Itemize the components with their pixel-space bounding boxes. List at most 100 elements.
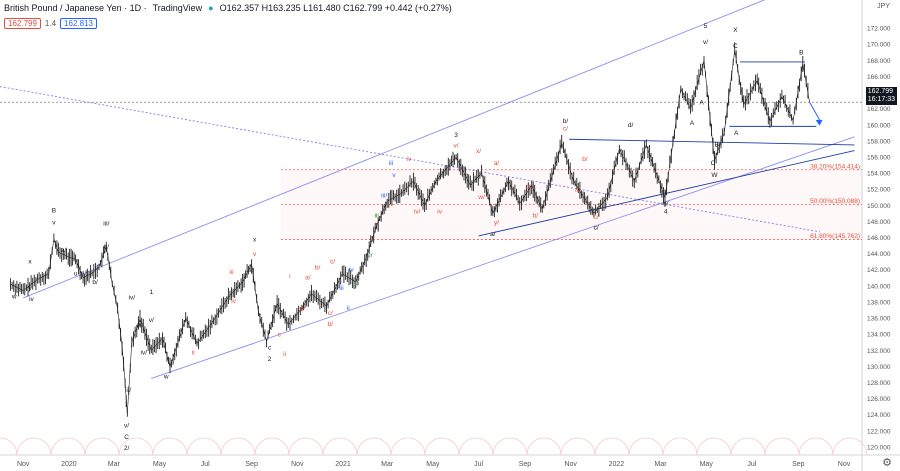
wave-label: c: [278, 332, 282, 339]
cycle-arc: [628, 437, 664, 456]
wave-label: a/: [494, 160, 500, 167]
wave-label: iii/: [125, 387, 131, 394]
wave-label: iii: [355, 280, 359, 287]
wave-label: iv: [29, 296, 34, 303]
fib-level-label: 61.80%(145.762): [810, 233, 860, 240]
wave-label: iv/: [366, 253, 373, 260]
wave-label: e/: [663, 200, 669, 207]
wave-label: iv/: [129, 295, 136, 302]
trend-line: [0, 86, 821, 233]
x-tick-label: Nov: [564, 461, 577, 468]
wave-label: C: [124, 434, 129, 441]
wave-label: u: [74, 270, 78, 277]
chart-header: British Pound / Japanese Yen · 1D · Trad…: [4, 3, 452, 13]
wave-label: c/: [104, 244, 109, 251]
fib-level-label: 50.00%(150.088): [810, 198, 860, 205]
x-tick-label: Jul: [201, 461, 210, 468]
cycle-arc: [526, 437, 562, 456]
wave-label: b/: [563, 118, 569, 125]
gear-icon[interactable]: ⚙: [882, 457, 892, 469]
wave-label: v/: [149, 317, 154, 324]
x-tick-label: Jul: [747, 461, 756, 468]
wave-label: v/: [703, 39, 708, 46]
wave-label: x: [253, 237, 257, 244]
last-price-value: 162.799: [867, 88, 894, 95]
wave-label: iii: [375, 212, 379, 219]
y-tick-label: 126.000: [867, 396, 891, 403]
y-tick-label: 148.000: [867, 219, 891, 226]
sell-price-button[interactable]: 162.799: [4, 18, 41, 29]
cycle-arc: [288, 437, 324, 456]
cycle-arc: [730, 437, 766, 456]
forecast-arrowhead: [815, 119, 823, 126]
wave-label: c/: [330, 258, 335, 265]
y-tick-label: 154.000: [867, 171, 891, 178]
wave-label: W: [711, 172, 718, 179]
cycle-arc: [0, 437, 18, 456]
cycle-arc: [16, 437, 52, 456]
cycle-arc: [84, 437, 120, 456]
wave-label: 3: [454, 132, 458, 139]
wave-label: iii/: [103, 220, 109, 227]
cycle-arc: [492, 437, 528, 456]
cycle-arc: [560, 437, 596, 456]
wave-label: w/: [477, 194, 485, 201]
x-tick-label: Mar: [381, 461, 394, 468]
wave-label: C: [733, 43, 738, 50]
x-tick-label: 2020: [61, 461, 77, 468]
wave-label: A: [690, 120, 695, 127]
x-tick-label: May: [153, 461, 167, 468]
wave-label: w: [11, 294, 17, 301]
wave-label: B: [715, 142, 719, 149]
y-tick-label: 140.000: [867, 283, 891, 290]
wave-label: iv: [349, 266, 354, 273]
wave-label: ii: [192, 349, 195, 356]
wave-label: a/: [305, 274, 311, 281]
cycle-arc: [220, 437, 256, 456]
wave-label: ii: [347, 305, 350, 312]
y-tick-label: 162.000: [867, 106, 891, 113]
cycle-arc: [696, 437, 732, 456]
buy-price-button[interactable]: 162.813: [60, 18, 97, 29]
x-tick-label: Sep: [245, 461, 258, 468]
ohlc-readout: O162.357 H163.235 L161.480 C162.799 +0.4…: [219, 3, 452, 13]
y-tick-label: 172.000: [867, 26, 891, 33]
wave-label: iii/: [137, 323, 143, 330]
wave-label: v: [52, 220, 56, 227]
wave-label: a/: [575, 187, 581, 194]
trend-line: [23, 0, 766, 299]
cycle-arc: [798, 437, 834, 456]
wave-label: iii/: [381, 192, 387, 199]
y-tick-label: 128.000: [867, 380, 891, 387]
wave-label: c/: [594, 214, 599, 221]
wave-label: b/: [92, 279, 98, 286]
y-tick-label: 124.000: [867, 412, 891, 419]
x-tick-label: 2022: [609, 461, 625, 468]
wave-label: y/: [494, 220, 499, 227]
wave-label: A: [734, 130, 739, 137]
cycle-arc: [356, 437, 392, 456]
wave-label: iv/: [414, 208, 421, 215]
wave-label: x: [28, 258, 32, 265]
x-tick-label: May: [700, 461, 714, 468]
wave-label: iii: [339, 285, 343, 292]
symbol-title[interactable]: British Pound / Japanese Yen · 1D ·: [4, 3, 147, 13]
wave-label: C: [711, 160, 716, 167]
y-tick-label: 150.000: [867, 203, 891, 210]
spread-value: 1.4: [44, 19, 57, 28]
x-tick-label: Jul: [474, 461, 483, 468]
wave-label: y: [28, 285, 32, 292]
forecast-arrow: [809, 101, 821, 121]
y-tick-label: 160.000: [867, 122, 891, 129]
wave-label: B: [799, 50, 803, 57]
price-series-line: [10, 50, 810, 414]
x-tick-label: Nov: [838, 461, 851, 468]
y-tick-label: 168.000: [867, 58, 891, 65]
x-tick-label: Mar: [108, 461, 121, 468]
y-tick-label: 170.000: [867, 42, 891, 49]
cycle-arc: [594, 437, 630, 456]
x-tick-label: Mar: [655, 461, 668, 468]
wave-label: c/: [328, 310, 333, 317]
wave-label: a/: [61, 247, 67, 254]
